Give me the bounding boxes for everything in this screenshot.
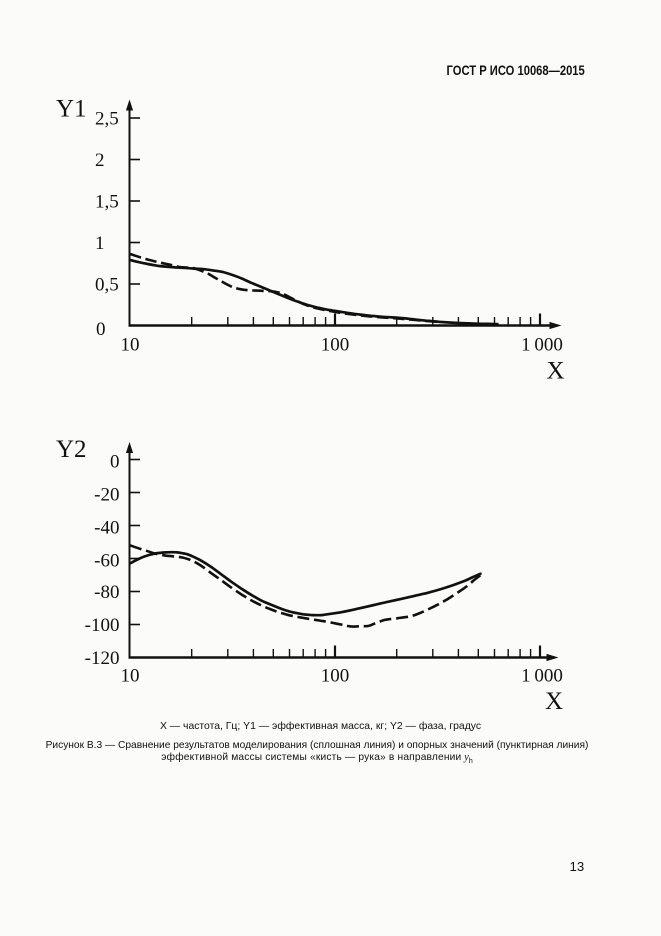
svg-text:2: 2	[95, 150, 105, 171]
svg-text:-100: -100	[85, 615, 120, 636]
svg-text:X: X	[546, 358, 564, 385]
svg-text:2,5: 2,5	[95, 109, 119, 130]
svg-text:X: X	[545, 688, 563, 715]
svg-text:100: 100	[321, 666, 350, 687]
svg-text:1 000: 1 000	[521, 666, 563, 687]
svg-text:-40: -40	[94, 518, 119, 539]
svg-text:10: 10	[121, 666, 140, 687]
svg-text:0,5: 0,5	[95, 275, 119, 296]
svg-text:0: 0	[110, 452, 120, 473]
svg-text:-20: -20	[94, 485, 119, 506]
svg-text:100: 100	[321, 335, 350, 356]
svg-text:Y1: Y1	[56, 96, 87, 123]
svg-text:1: 1	[95, 233, 105, 254]
svg-text:0: 0	[96, 319, 106, 340]
svg-text:Y2: Y2	[56, 436, 87, 463]
svg-text:1,5: 1,5	[95, 192, 119, 213]
svg-text:-60: -60	[94, 551, 119, 572]
svg-text:-120: -120	[85, 648, 120, 669]
svg-text:10: 10	[121, 335, 140, 356]
svg-text:1 000: 1 000	[521, 335, 563, 356]
svg-text:-80: -80	[94, 582, 119, 603]
